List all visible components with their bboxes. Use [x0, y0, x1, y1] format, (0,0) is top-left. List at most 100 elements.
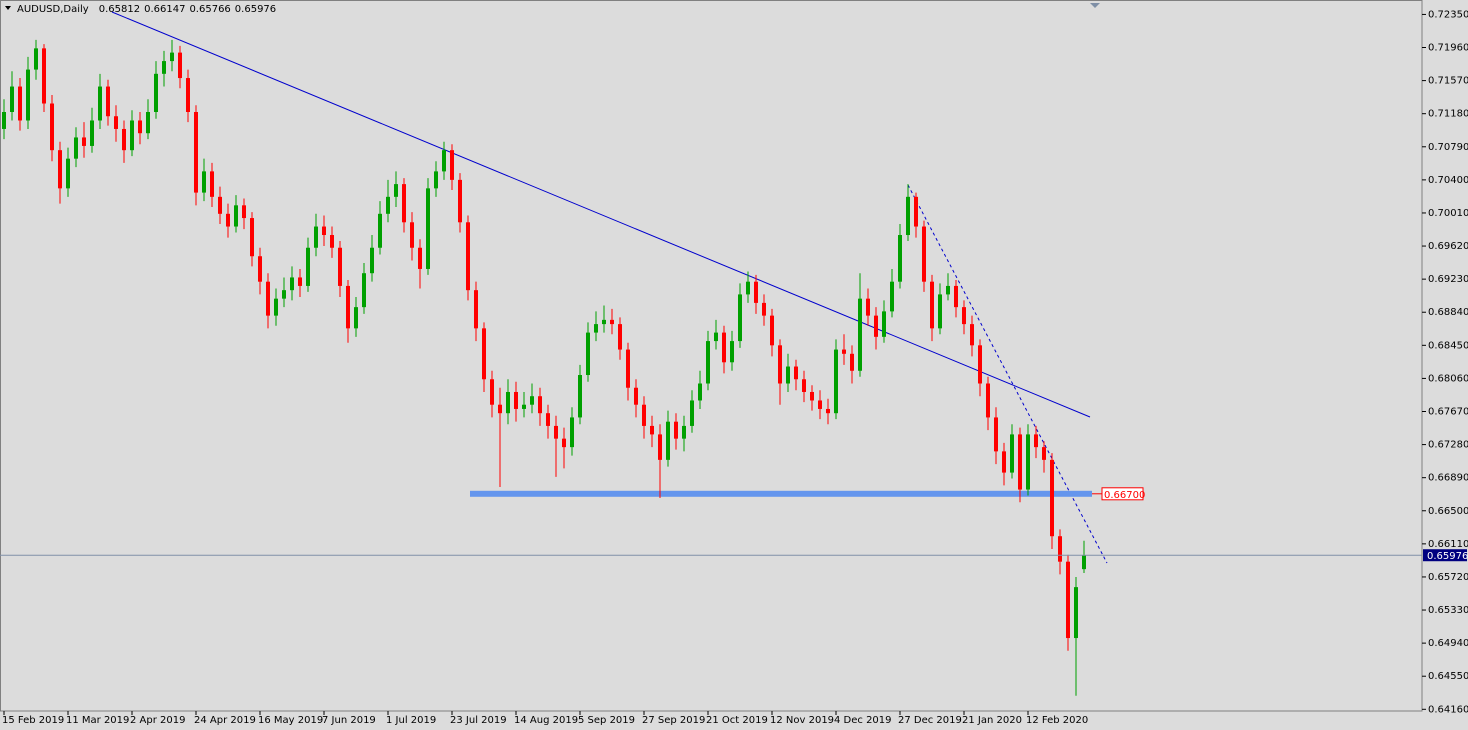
candle-body	[922, 226, 926, 282]
candle-body	[490, 379, 494, 405]
candle-body	[18, 86, 22, 121]
candle-body	[770, 315, 774, 346]
candle-body	[978, 345, 982, 384]
x-tick-label: 16 May 2019	[258, 715, 323, 726]
candle-body	[442, 150, 446, 172]
candle-body	[1026, 434, 1030, 490]
candle-body	[674, 421, 678, 439]
x-tick-label: 4 Dec 2019	[834, 715, 892, 726]
x-tick-label: 11 Mar 2019	[66, 715, 129, 726]
x-tick-label: 21 Jan 2020	[962, 715, 1022, 726]
candle-body	[274, 298, 278, 316]
candle-body	[666, 421, 670, 460]
trend-line-dotted	[907, 184, 1108, 564]
x-tick-label: 5 Sep 2019	[578, 715, 635, 726]
candle-body	[506, 391, 510, 414]
candle-body	[2, 111, 6, 129]
candle-body	[810, 391, 814, 401]
y-tick-label: 0.65330	[1428, 605, 1468, 616]
candle-body	[474, 290, 478, 329]
candle-body	[138, 120, 142, 134]
header-close: 0.65976	[235, 4, 276, 15]
candle-body	[394, 184, 398, 197]
price-label: 0.65976	[1427, 551, 1468, 562]
candle-body	[826, 408, 830, 414]
candle-body	[42, 48, 46, 104]
candle-body	[722, 332, 726, 363]
candle-body	[50, 103, 54, 151]
support-level	[470, 490, 1092, 497]
candle-body	[738, 294, 742, 342]
candle-body	[602, 319, 606, 325]
level-label-box	[1101, 487, 1144, 501]
candle-body	[570, 417, 574, 448]
candle-body	[458, 179, 462, 223]
candle-body	[450, 150, 454, 180]
y-tick-label: 0.69620	[1428, 241, 1468, 252]
y-tick-label: 0.66110	[1428, 539, 1468, 550]
y-tick-label: 0.65720	[1428, 572, 1468, 583]
y-tick-label: 0.71960	[1428, 43, 1468, 54]
candle-body	[466, 222, 470, 291]
candle-body	[594, 324, 598, 333]
candle-body	[794, 366, 798, 380]
candle-body	[834, 349, 838, 414]
candle-body	[562, 438, 566, 448]
plot-frame	[0, 0, 1423, 712]
header-low: 0.65766	[189, 4, 230, 15]
y-tick-label: 0.70790	[1428, 142, 1468, 153]
candle-body	[634, 387, 638, 405]
candle-body	[146, 111, 150, 134]
candle-body	[610, 319, 614, 325]
candle-body	[1082, 555, 1086, 570]
candle-body	[930, 281, 934, 329]
y-tick-label: 0.64160	[1428, 704, 1468, 715]
candle-body	[778, 345, 782, 384]
candle-body	[818, 400, 822, 409]
candle-body	[1066, 561, 1070, 639]
candle-body	[898, 235, 902, 282]
candle-body	[658, 434, 662, 460]
x-tick-label: 1 Jul 2019	[386, 715, 436, 726]
candle-body	[402, 184, 406, 223]
candle-body	[890, 281, 894, 312]
candle-body	[746, 281, 750, 295]
candle-body	[10, 86, 14, 112]
candle-body	[202, 171, 206, 193]
candle-body	[626, 349, 630, 388]
candle-body	[586, 332, 590, 376]
y-tick-label: 0.71180	[1428, 109, 1468, 120]
candle-body	[946, 285, 950, 295]
candle-body	[106, 86, 110, 117]
x-tick-label: 15 Feb 2019	[2, 715, 64, 726]
candle-body	[170, 52, 174, 62]
candle-body	[226, 213, 230, 227]
candle-body	[522, 404, 526, 409]
candle-body	[730, 341, 734, 363]
candle-body	[914, 196, 918, 227]
x-tick-label: 23 Jul 2019	[450, 715, 507, 726]
trend-line	[111, 11, 1091, 418]
candle-body	[1058, 536, 1062, 562]
candle-body	[434, 171, 438, 189]
candle-body	[706, 341, 710, 384]
symbol: AUDUSD,Daily	[17, 4, 89, 15]
candle-body	[850, 353, 854, 371]
candle-body	[1034, 434, 1038, 448]
candle-body	[250, 218, 254, 257]
candle-body	[162, 61, 166, 74]
candle-body	[282, 290, 286, 299]
candle-body	[530, 396, 534, 405]
candle-body	[682, 425, 686, 439]
x-tick-label: 7 Jun 2019	[322, 715, 376, 726]
candle-body	[498, 404, 502, 414]
candle-body	[554, 425, 558, 439]
chart-header: AUDUSD,Daily 0.65812 0.66147 0.65766 0.65976	[17, 4, 276, 15]
candle-body	[938, 294, 942, 329]
candle-body	[1074, 587, 1078, 639]
candle-body	[618, 324, 622, 350]
y-tick-label: 0.66890	[1428, 473, 1468, 484]
candle-body	[314, 226, 318, 248]
candle-body	[306, 247, 310, 286]
